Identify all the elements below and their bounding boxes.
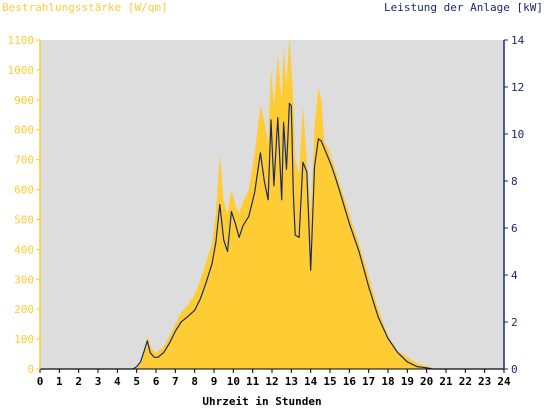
left-tick-label: 700 [14, 154, 34, 167]
left-tick-label: 1000 [8, 64, 35, 77]
right-axis-title: Leistung der Anlage [kW] [384, 1, 543, 14]
x-tick-label: 20 [420, 375, 433, 388]
right-tick-label: 4 [511, 269, 518, 282]
x-tick-label: 21 [439, 375, 453, 388]
power-layer [40, 102, 504, 370]
left-tick-label: 100 [14, 333, 34, 346]
left-tick-label: 400 [14, 243, 34, 256]
x-tick-label: 3 [95, 375, 102, 388]
x-tick-label: 0 [37, 375, 44, 388]
x-tick-label: 17 [362, 375, 375, 388]
x-tick-label: 12 [265, 375, 278, 388]
x-axis-ticks: 0 1 2 3 4 5 6 7 8 9 10 11 12 13 14 15 16 17 18 19 20 21 22 23 24 [37, 369, 511, 388]
x-tick-label: 1 [56, 375, 63, 388]
right-tick-label: 8 [511, 175, 518, 188]
x-tick-label: 14 [304, 375, 318, 388]
x-axis-title: Uhrzeit in Stunden [202, 395, 321, 408]
x-tick-label: 8 [191, 375, 198, 388]
x-tick-label: 15 [323, 375, 336, 388]
left-axis-title: Bestrahlungsstärke [W/qm] [2, 1, 168, 14]
x-tick-label: 22 [459, 375, 472, 388]
right-tick-label: 6 [511, 222, 518, 235]
right-tick-label: 10 [511, 128, 524, 141]
left-tick-label: 500 [14, 213, 34, 226]
left-axis-ticks: 0 100 200 300 400 500 600 700 800 900 1000 1100 [8, 34, 40, 376]
x-tick-label: 9 [211, 375, 218, 388]
x-tick-label: 24 [497, 375, 511, 388]
left-tick-label: 600 [14, 184, 34, 197]
left-tick-label: 300 [14, 273, 34, 286]
irradiance-layer [40, 37, 504, 369]
right-tick-label: 0 [511, 363, 518, 376]
left-tick-label: 800 [14, 124, 34, 137]
x-tick-label: 6 [153, 375, 160, 388]
x-tick-label: 16 [343, 375, 357, 388]
irradiance-area [40, 37, 504, 369]
right-tick-label: 2 [511, 316, 518, 329]
x-tick-label: 10 [227, 375, 240, 388]
right-tick-label: 12 [511, 81, 524, 94]
left-tick-label: 900 [14, 94, 34, 107]
x-tick-label: 2 [75, 375, 82, 388]
x-tick-label: 4 [114, 375, 121, 388]
right-axis-ticks: 0 2 4 6 8 10 12 14 [504, 34, 525, 376]
x-tick-label: 13 [285, 375, 298, 388]
x-tick-label: 11 [246, 375, 260, 388]
x-tick-label: 18 [381, 375, 394, 388]
x-tick-label: 19 [401, 375, 414, 388]
left-tick-label: 200 [14, 303, 34, 316]
x-tick-label: 5 [133, 375, 140, 388]
left-tick-label: 0 [27, 363, 34, 376]
right-tick-label: 14 [511, 34, 525, 47]
x-tick-label: 23 [478, 375, 491, 388]
x-tick-label: 7 [172, 375, 179, 388]
left-tick-label: 1100 [8, 34, 35, 47]
power-line [40, 102, 504, 370]
